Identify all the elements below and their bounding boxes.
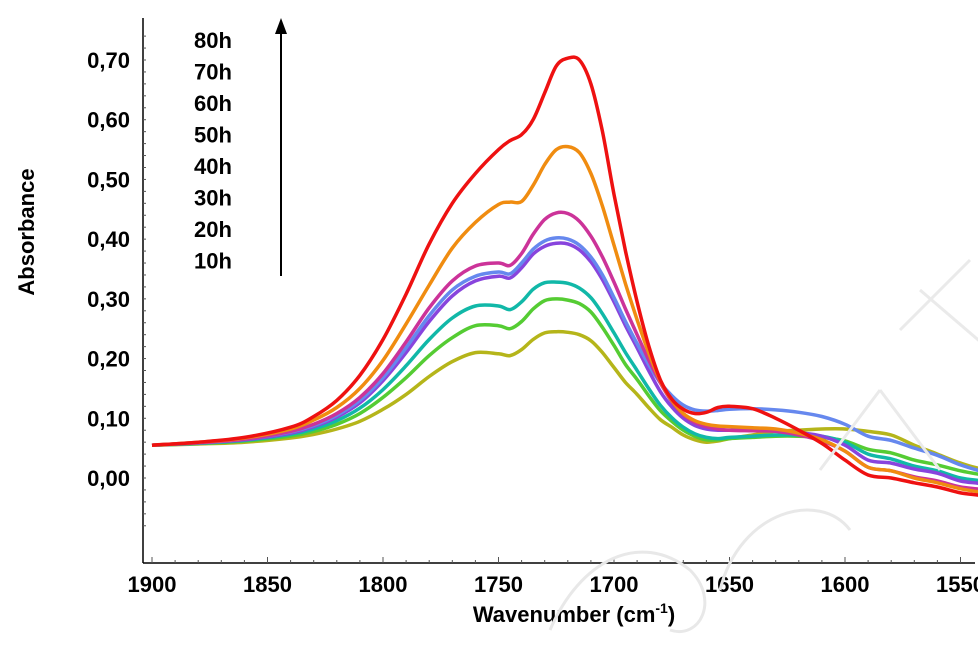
y-tick-labels: 0,00 0,10 0,20 0,30 0,40 0,50 0,60 0,70: [87, 48, 130, 491]
y-tick-label: 0,20: [87, 347, 130, 372]
x-tick-label: 1750: [474, 572, 523, 597]
legend-label: 70h: [194, 60, 232, 85]
series-line-8: [151, 55, 978, 497]
y-tick-label: 0,60: [87, 108, 130, 133]
y-tick-label: 0,70: [87, 48, 130, 73]
x-tick-label: 1800: [359, 572, 408, 597]
legend-label: 20h: [194, 217, 232, 242]
y-tick-label: 0,50: [87, 167, 130, 192]
legend-label: 50h: [194, 123, 232, 148]
y-tick-label: 0,10: [87, 406, 130, 431]
y-tick-label: 0,00: [87, 466, 130, 491]
y-tick-label: 0,30: [87, 287, 130, 312]
legend-label: 10h: [194, 249, 232, 274]
legend-label: 40h: [194, 154, 232, 179]
series-line-2: [151, 297, 978, 476]
legend-label: 80h: [194, 28, 232, 53]
legend-label: 60h: [194, 91, 232, 116]
y-tick-label: 0,40: [87, 227, 130, 252]
x-tick-label: 1850: [243, 572, 292, 597]
legend-arrow-head: [275, 18, 287, 34]
data-series: [151, 55, 978, 497]
series-line-3: [151, 280, 978, 483]
x-tick-label: 1900: [128, 572, 177, 597]
x-tick-label: 1700: [590, 572, 639, 597]
legend-label: 30h: [194, 186, 232, 211]
y-axis-title: Absorbance: [14, 168, 39, 295]
legend: 80h 70h 60h 50h 40h 30h 20h 10h: [194, 28, 232, 274]
x-tick-label: 1600: [821, 572, 870, 597]
series-line-7: [151, 144, 978, 494]
x-tick-label: 1650: [705, 572, 754, 597]
x-axis-title: Wavenumber (cm-1): [473, 600, 675, 627]
